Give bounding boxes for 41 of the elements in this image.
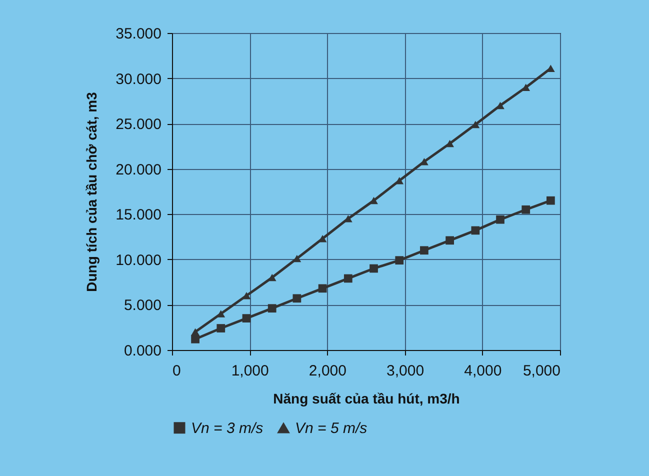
y-axis-title: Dung tích của tầu chở cát, m3: [84, 92, 100, 292]
y-tick-label: 35.000: [116, 26, 162, 42]
point: [420, 246, 428, 255]
y-tick-label: 15.000: [116, 206, 162, 224]
point: [344, 274, 352, 283]
y-tick-label: 10.000: [116, 252, 162, 269]
point: [318, 284, 327, 293]
point: [420, 158, 428, 166]
point: [471, 226, 480, 235]
point: [242, 292, 251, 300]
legend-label: Vn = 5 m/s: [295, 420, 368, 438]
point: [370, 264, 378, 273]
x-tick-label: 5,000: [522, 362, 560, 380]
point: [446, 236, 454, 245]
point: [496, 102, 504, 110]
x-tick-label: 0: [172, 362, 181, 380]
point: [546, 196, 555, 205]
x-axis-title: Năng suất của tầu hút, m3/h: [273, 390, 460, 406]
point: [370, 196, 378, 204]
point: [191, 334, 200, 344]
y-tick-label: 25.000: [116, 116, 162, 134]
point: [522, 205, 530, 214]
y-tick-label: 5.000: [124, 297, 162, 314]
point: [268, 304, 276, 313]
y-tick-label: 30.000: [116, 70, 162, 88]
y-tick-label: 20.000: [116, 161, 162, 178]
point: [216, 324, 226, 332]
x-tick-label: 1,000: [231, 362, 269, 380]
point: [292, 294, 302, 303]
point: [242, 314, 251, 322]
point: [496, 215, 504, 224]
point: [471, 120, 480, 128]
point: [191, 328, 200, 336]
x-tick-label: 3,000: [386, 362, 424, 380]
y-tick-label: 0.000: [124, 342, 162, 360]
point: [395, 256, 404, 265]
x-tick-label: 2,000: [308, 362, 346, 380]
legend-label: Vn = 3 m/s: [191, 420, 264, 437]
x-tick-label: 4,000: [464, 362, 502, 380]
point: [446, 140, 454, 148]
point: [216, 310, 226, 318]
